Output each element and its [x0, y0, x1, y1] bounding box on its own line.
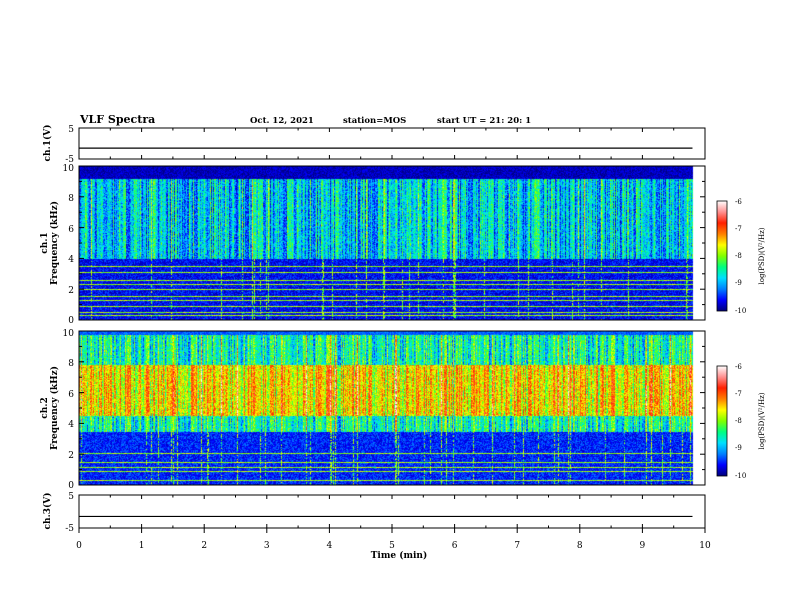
- ch1-ytick-top: 5: [68, 125, 74, 135]
- ch2-ytick-4: 4: [68, 420, 74, 430]
- time-axis-label: Time (min): [371, 550, 428, 561]
- ch1-ytick-6: 6: [68, 225, 74, 235]
- time-tick-label: 7: [514, 541, 520, 551]
- ch2-spectrogram-tick-marks: [79, 330, 705, 486]
- ch3-waveform-panel: 5 -5 ch.3(V): [42, 492, 706, 534]
- ch1-colorbar-tick-minus7: -7: [735, 225, 742, 233]
- ch1-ytick-2: 2: [68, 286, 74, 296]
- ch3-ytick-top: 5: [68, 492, 74, 502]
- ch1-ytick-4: 4: [68, 255, 74, 265]
- ch1-ytick-bottom: -5: [65, 155, 74, 165]
- time-tick-label: 3: [264, 541, 270, 551]
- ch1-ylabel-frequency: Frequency (kHz): [49, 201, 60, 285]
- ch2-colorbar-tick-minus8: -8: [735, 417, 742, 425]
- date-label: Oct. 12, 2021: [250, 116, 314, 126]
- ch1-colorbar-tick-minus8: -8: [735, 252, 742, 260]
- start-ut-label: start UT = 21: 20: 1: [437, 116, 531, 126]
- ch1-colorbar-tick-minus6: -6: [735, 198, 742, 206]
- time-tick-label: 8: [577, 541, 583, 551]
- ch1-colorbar-label: log(PSD)(V²/Hz): [758, 227, 766, 284]
- ch1-ylabel-channel: ch.1: [40, 232, 50, 253]
- ch1-waveform-ylabel: ch.1(V): [42, 125, 53, 162]
- ch1-waveform-frame: [78, 127, 706, 160]
- ch2-colorbar-tick-minus10: -10: [735, 472, 746, 480]
- ch3-waveform-frame: [78, 494, 706, 529]
- ch1-ytick-8: 8: [68, 194, 74, 204]
- ch2-ylabel-channel: ch.2: [40, 397, 50, 418]
- ch1-colorbar-tick-minus10: -10: [735, 307, 746, 315]
- time-tick-label: 9: [640, 541, 646, 551]
- ch2-colorbar-tick-minus9: -9: [735, 444, 742, 452]
- time-tick-label: 10: [699, 541, 711, 551]
- ch1-spectrogram-panel: 0 2 4 6 8 10 ch.1 Frequency (kHz): [40, 164, 706, 326]
- ch1-waveform-marks: [78, 128, 706, 159]
- ch1-colorbar-frame: [716, 200, 728, 312]
- ch1-colorbar-tick-minus9: -9: [735, 279, 742, 287]
- time-tick-label: 1: [139, 541, 145, 551]
- ch2-colorbar-tick-minus7: -7: [735, 390, 742, 398]
- ch3-waveform-ylabel: ch.3(V): [42, 493, 53, 530]
- ch2-spectrogram-panel: 0 2 4 6 8 10 ch.2 Frequency (kHz): [40, 329, 706, 491]
- ch2-ytick-0: 0: [68, 481, 74, 491]
- ch2-colorbar-label: log(PSD)(V²/Hz): [758, 392, 766, 449]
- ch2-ytick-2: 2: [68, 451, 74, 461]
- ch2-ytick-8: 8: [68, 359, 74, 369]
- figure-title: VLF Spectra: [79, 113, 155, 126]
- ch1-spectrogram-image: [79, 166, 705, 320]
- ch2-spectrogram-image: [79, 331, 705, 485]
- ch2-ylabel-frequency: Frequency (kHz): [49, 366, 60, 450]
- ch2-ytick-10: 10: [63, 329, 75, 339]
- time-tick-label: 2: [201, 541, 207, 551]
- ch1-waveform-panel: 5 -5 ch.1(V): [42, 125, 706, 165]
- ch2-colorbar-frame: [716, 365, 728, 477]
- ch1-colorbar: -6 -7 -8 -9 -10 log(PSD)(V²/Hz): [716, 198, 766, 315]
- time-axis: 0 1 2 3 4 5 6 7 8 9 10: [76, 528, 711, 551]
- ch1-spectrogram-tick-marks: [79, 165, 705, 321]
- ch1-colorbar-gradient: [717, 201, 727, 311]
- station-label: station=MOS: [343, 116, 406, 126]
- ch3-waveform-marks: [78, 495, 706, 528]
- ch3-ytick-bottom: -5: [65, 524, 74, 534]
- ch1-ytick-10: 10: [63, 164, 75, 174]
- time-tick-label: 5: [389, 541, 395, 551]
- ch2-colorbar: -6 -7 -8 -9 -10 log(PSD)(V²/Hz): [716, 363, 766, 480]
- time-tick-label: 6: [452, 541, 458, 551]
- time-tick-label: 4: [327, 541, 333, 551]
- ch2-ytick-6: 6: [68, 390, 74, 400]
- ch2-colorbar-tick-minus6: -6: [735, 363, 742, 371]
- ch1-ytick-0: 0: [68, 316, 74, 326]
- time-tick-label: 0: [76, 541, 82, 551]
- ch2-colorbar-gradient: [717, 366, 727, 476]
